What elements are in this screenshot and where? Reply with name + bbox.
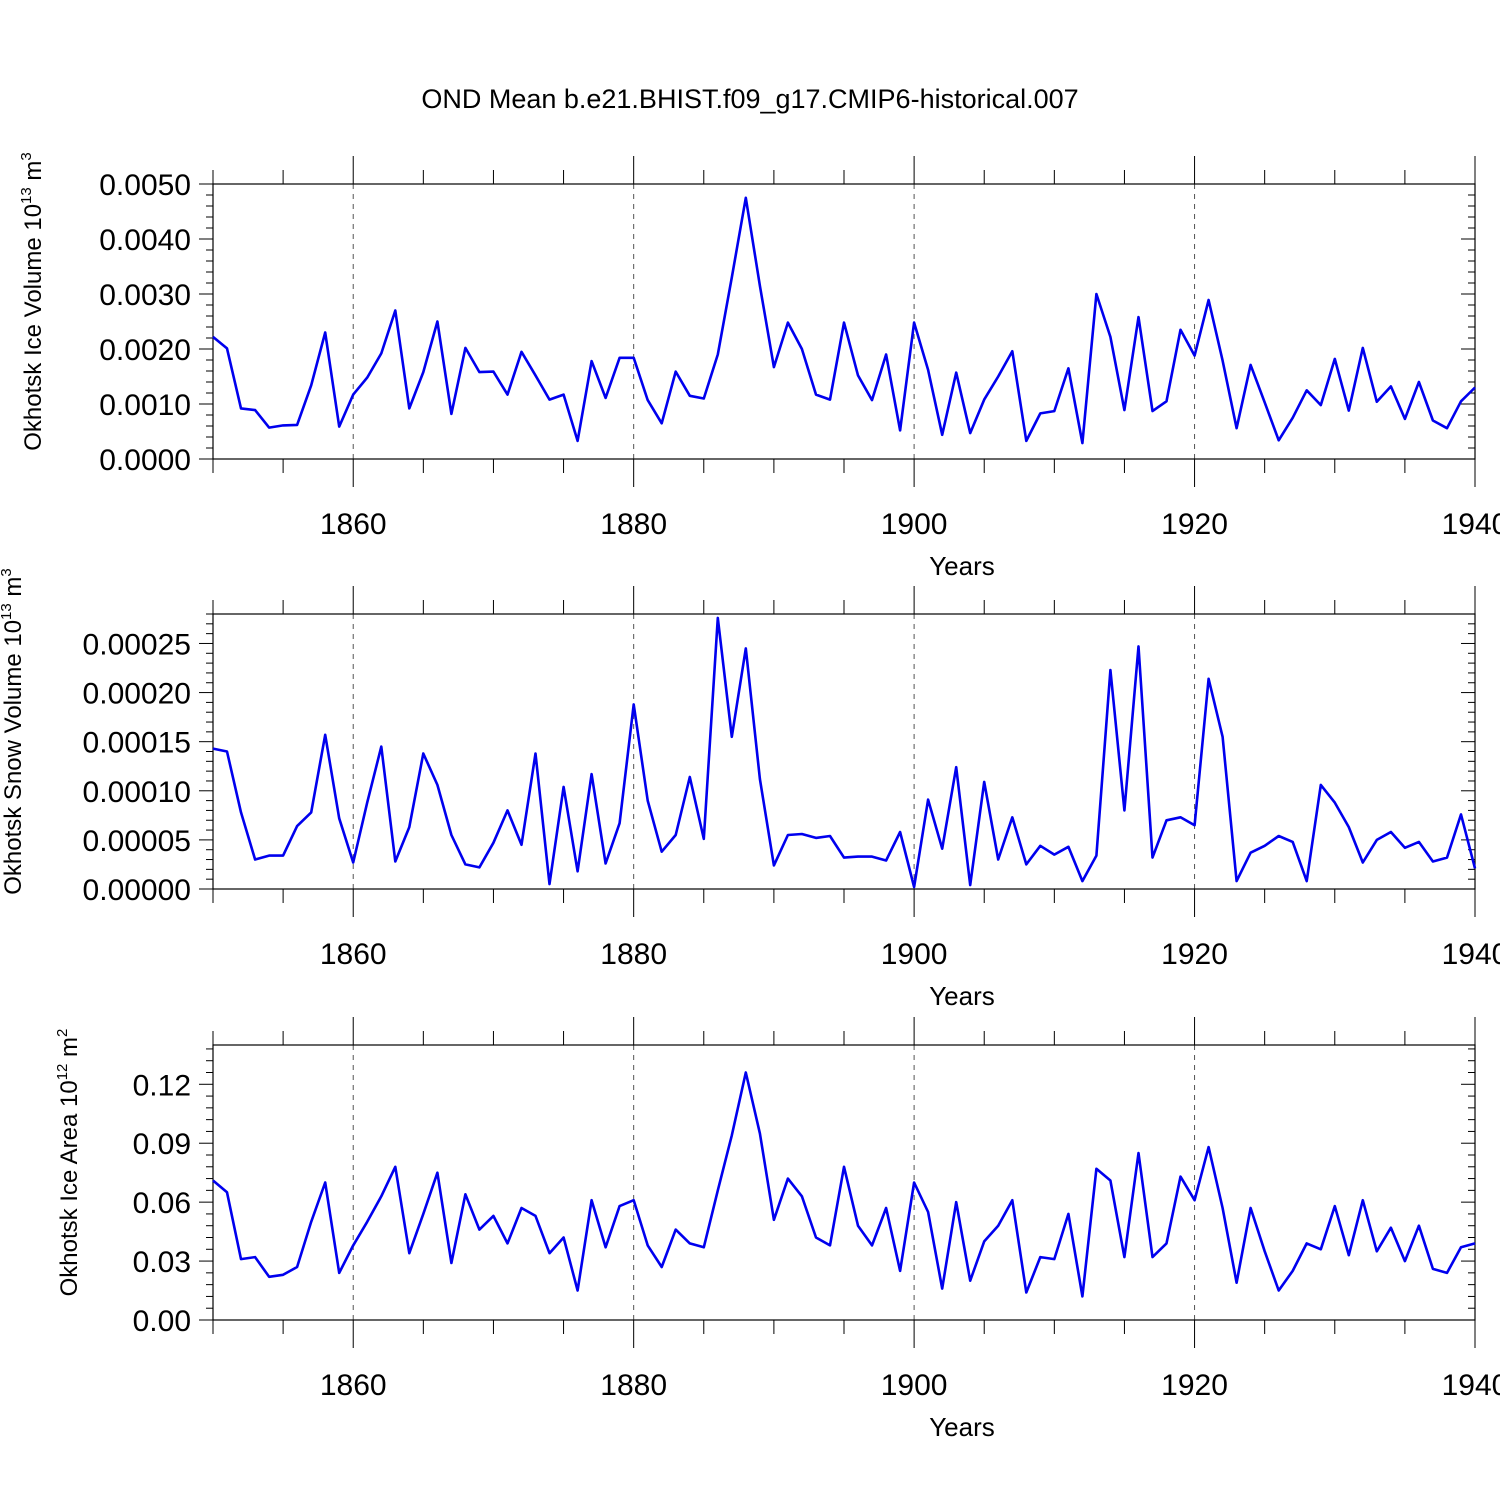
y-tick-label: 0.0050 <box>99 169 191 202</box>
x-axis-label: Years <box>929 551 995 581</box>
x-tick-label: 1880 <box>600 508 667 541</box>
x-axis-label: Years <box>929 1412 995 1442</box>
figure-title: OND Mean b.e21.BHIST.f09_g17.CMIP6-histo… <box>421 84 1078 114</box>
y-tick-label: 0.12 <box>133 1069 191 1102</box>
y-tick-label: 0.00025 <box>83 628 191 661</box>
y-tick-label: 0.00010 <box>83 776 191 809</box>
y-tick-label: 0.0010 <box>99 389 191 422</box>
y-tick-label: 0.0000 <box>99 444 191 477</box>
y-axis-label: Okhotsk Snow Volume 1013 m3 <box>0 568 27 895</box>
x-tick-label: 1900 <box>881 938 948 971</box>
y-tick-label: 0.00 <box>133 1305 191 1338</box>
x-tick-label: 1920 <box>1161 1369 1228 1402</box>
x-tick-label: 1920 <box>1161 508 1228 541</box>
y-axis-label: Okhotsk Ice Volume 1013 m3 <box>18 152 47 451</box>
plot-frame <box>212 613 1476 890</box>
x-tick-label: 1920 <box>1161 938 1228 971</box>
y-tick-label: 0.00015 <box>83 727 191 760</box>
y-tick-label: 0.00020 <box>83 678 191 711</box>
x-tick-label: 1860 <box>320 508 387 541</box>
x-tick-label: 1900 <box>881 1369 948 1402</box>
y-tick-label: 0.00000 <box>83 874 191 907</box>
x-tick-label: 1860 <box>320 938 387 971</box>
y-tick-label: 0.0030 <box>99 279 191 312</box>
series-line <box>212 196 1476 445</box>
x-tick-label: 1880 <box>600 1369 667 1402</box>
y-axis-label: Okhotsk Ice Area 1012 m2 <box>54 1029 83 1297</box>
x-axis-label: Years <box>929 981 995 1011</box>
x-tick-label: 1900 <box>881 508 948 541</box>
y-tick-label: 0.00005 <box>83 825 191 858</box>
y-tick-label: 0.03 <box>133 1246 191 1279</box>
x-tick-label: 1880 <box>600 938 667 971</box>
series-line <box>212 616 1477 889</box>
y-tick-label: 0.09 <box>133 1128 191 1161</box>
y-tick-label: 0.06 <box>133 1187 191 1220</box>
y-tick-label: 0.0040 <box>99 224 191 257</box>
x-tick-label: 1860 <box>320 1369 387 1402</box>
y-tick-label: 0.0020 <box>99 334 191 367</box>
series-line <box>212 1071 1476 1298</box>
